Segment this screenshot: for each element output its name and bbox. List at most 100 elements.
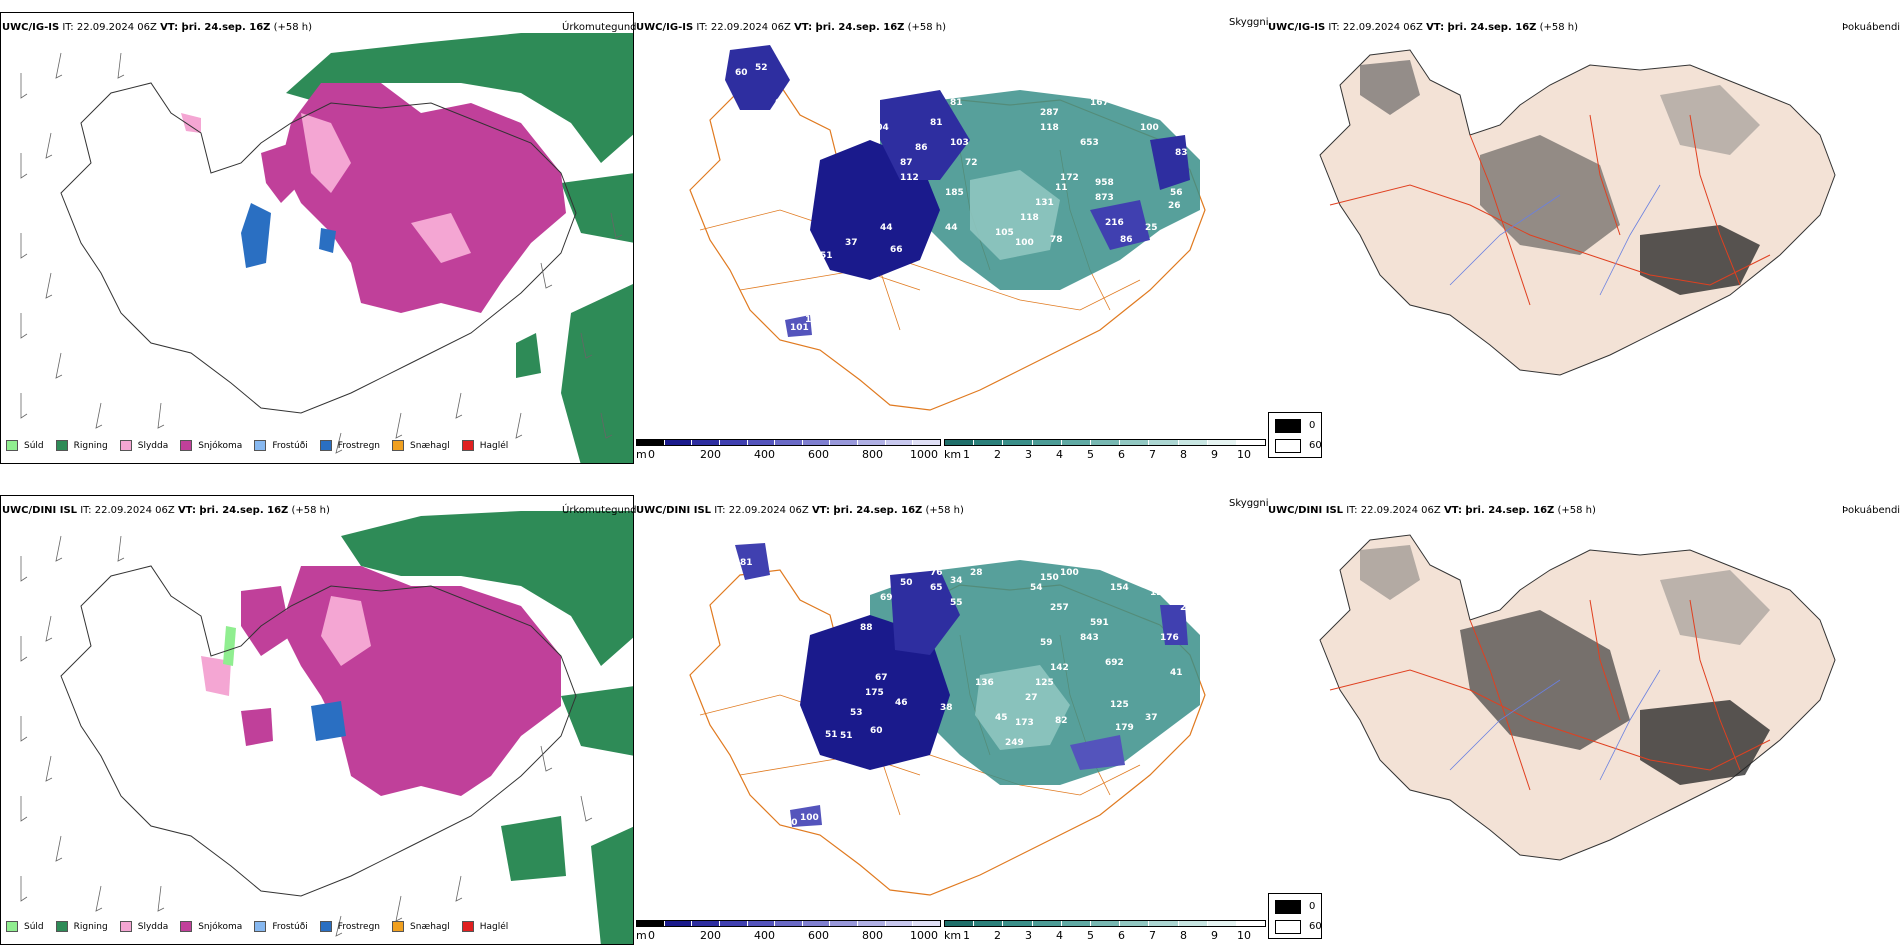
legend-swatch — [55, 440, 68, 451]
cloud-map-igis: 60 52 67 67 104 81 81 103 86 72 112 87 1… — [689, 45, 1206, 411]
roads — [1329, 114, 1771, 306]
cloud-label: 125 — [1110, 700, 1129, 710]
cloud-low — [725, 45, 790, 110]
cloud-label: 34 — [950, 576, 963, 586]
freezing-area — [241, 203, 271, 268]
height-tick: 200 — [700, 448, 721, 461]
height-tick: 1000 — [910, 929, 938, 942]
precip-panel-dini — [0, 495, 634, 945]
legend-item: Súld — [6, 921, 44, 932]
cloud-label: 873 — [1095, 193, 1114, 203]
cloud-label: 591 — [1090, 618, 1109, 628]
cloud-label: 843 — [1080, 633, 1099, 643]
wind-barbs — [20, 52, 623, 454]
fog-key-swatch-dark — [1275, 419, 1301, 433]
wind-barbs — [20, 535, 593, 937]
fog-area — [1360, 545, 1420, 600]
legend-swatch — [6, 440, 18, 451]
cloud-label: 55 — [950, 598, 963, 608]
snow-area — [241, 708, 273, 746]
cloud-label: 44 — [880, 223, 893, 233]
cloud-map-dini: 81 50 69 76 55 65 34 28 88 100 54 150 12… — [689, 543, 1206, 896]
vis-tick: 2 — [994, 448, 1001, 461]
legend-swatch — [254, 921, 267, 932]
cloud-label: 105 — [995, 228, 1014, 238]
cloud-label: 87 — [900, 158, 913, 168]
cloud-label: 27 — [1025, 693, 1038, 703]
cloud-label: 41 — [1170, 668, 1183, 678]
vis-tick: 4 — [1056, 929, 1063, 942]
vis-tick: 8 — [1180, 929, 1187, 942]
cloud-label: 28 — [970, 568, 983, 578]
cloud-label: 86 — [915, 143, 928, 153]
header-precip-dini: UWC/DINI ISL IT: 22.09.2024 06Z VT: þri.… — [2, 505, 330, 516]
cloud-label: 44 — [945, 223, 958, 233]
height-tick: 200 — [700, 929, 721, 942]
legend-swatch — [461, 440, 474, 451]
vis-unit: km — [944, 448, 962, 461]
title-cloud-igis: Skyggni — [1229, 17, 1269, 28]
vis-tick: 1 — [963, 448, 970, 461]
height-tick: 0 — [648, 929, 655, 942]
fog-area — [1360, 60, 1420, 115]
precip-legend-dini: Súld Rigning Slydda Snjókoma Frostúði Fr… — [6, 921, 520, 932]
legend-swatch — [319, 440, 332, 451]
height-tick: 1000 — [910, 448, 938, 461]
fog-key-swatch-light — [1275, 920, 1301, 934]
cloud-low — [890, 570, 960, 655]
vis-tick: 7 — [1149, 448, 1156, 461]
cloud-label: 25 — [1145, 223, 1158, 233]
cloud-label: 150 — [1040, 573, 1059, 583]
legend-item: Slydda — [119, 921, 168, 932]
header-cloud-igis: UWC/IG-IS IT: 22.09.2024 06Z VT: þri. 24… — [636, 22, 947, 33]
height-tick: 600 — [808, 448, 829, 461]
cloud-label: 653 — [1080, 138, 1099, 148]
cloud-label: 37 — [845, 238, 858, 248]
legend-item: Frostúði — [254, 921, 308, 932]
cloud-label: 118 — [1040, 123, 1059, 133]
vis-tick: 9 — [1211, 929, 1218, 942]
vis-area-light — [970, 170, 1060, 260]
vis-tick: 10 — [1237, 448, 1251, 461]
height-tick: 800 — [862, 929, 883, 942]
cloud-low — [735, 543, 770, 580]
fog-area — [1460, 610, 1630, 750]
sleet-area — [301, 113, 351, 193]
legend-swatch — [392, 921, 405, 932]
precip-map-igis — [20, 33, 633, 463]
cloud-label: 103 — [950, 138, 969, 148]
vis-tick: 9 — [1211, 448, 1218, 461]
cloud-label: 56 — [1170, 188, 1183, 198]
cloud-label: 88 — [860, 623, 873, 633]
fog-key-swatch-dark — [1275, 900, 1301, 914]
legend-swatch — [461, 921, 474, 932]
fog-key-bottom: 60 — [1309, 440, 1322, 451]
cloud-label: 59 — [1040, 638, 1053, 648]
cloud-low — [800, 615, 950, 770]
title-fog-dini: Þokuábendi — [1842, 505, 1900, 516]
legend-item: Frostúði — [254, 440, 308, 451]
fog-key-top: 0 — [1309, 420, 1316, 431]
rain-area — [561, 686, 633, 756]
cloud-label: 60 — [870, 726, 883, 736]
drizzle-area — [223, 626, 236, 666]
cloud-label: 67 — [875, 673, 888, 683]
snow-area — [281, 83, 566, 313]
cloud-label: 37 — [1145, 713, 1158, 723]
cloud-label: 176 — [1160, 633, 1179, 643]
title-precip-dini: Úrkomutegund — [562, 505, 637, 516]
cloud-label: 23 — [1180, 603, 1193, 613]
legend-item: Haglél — [461, 921, 508, 932]
height-tick: 800 — [862, 448, 883, 461]
cloud-label: 101 — [790, 323, 809, 333]
header-fog-dini: UWC/DINI ISL IT: 22.09.2024 06Z VT: þri.… — [1268, 505, 1596, 516]
cloud-base-labels: 81 50 69 76 55 65 34 28 88 100 54 150 12… — [740, 558, 1193, 828]
rain-area — [591, 826, 633, 944]
cloud-label: 287 — [1040, 108, 1059, 118]
cloud-label: 692 — [1105, 658, 1124, 668]
legend-item: Snæhagl — [392, 440, 450, 451]
legend-item: Snjókoma — [180, 440, 242, 451]
cloud-label: 54 — [1030, 583, 1043, 593]
cloud-label: 216 — [1105, 218, 1124, 228]
legend-swatch — [180, 921, 193, 932]
